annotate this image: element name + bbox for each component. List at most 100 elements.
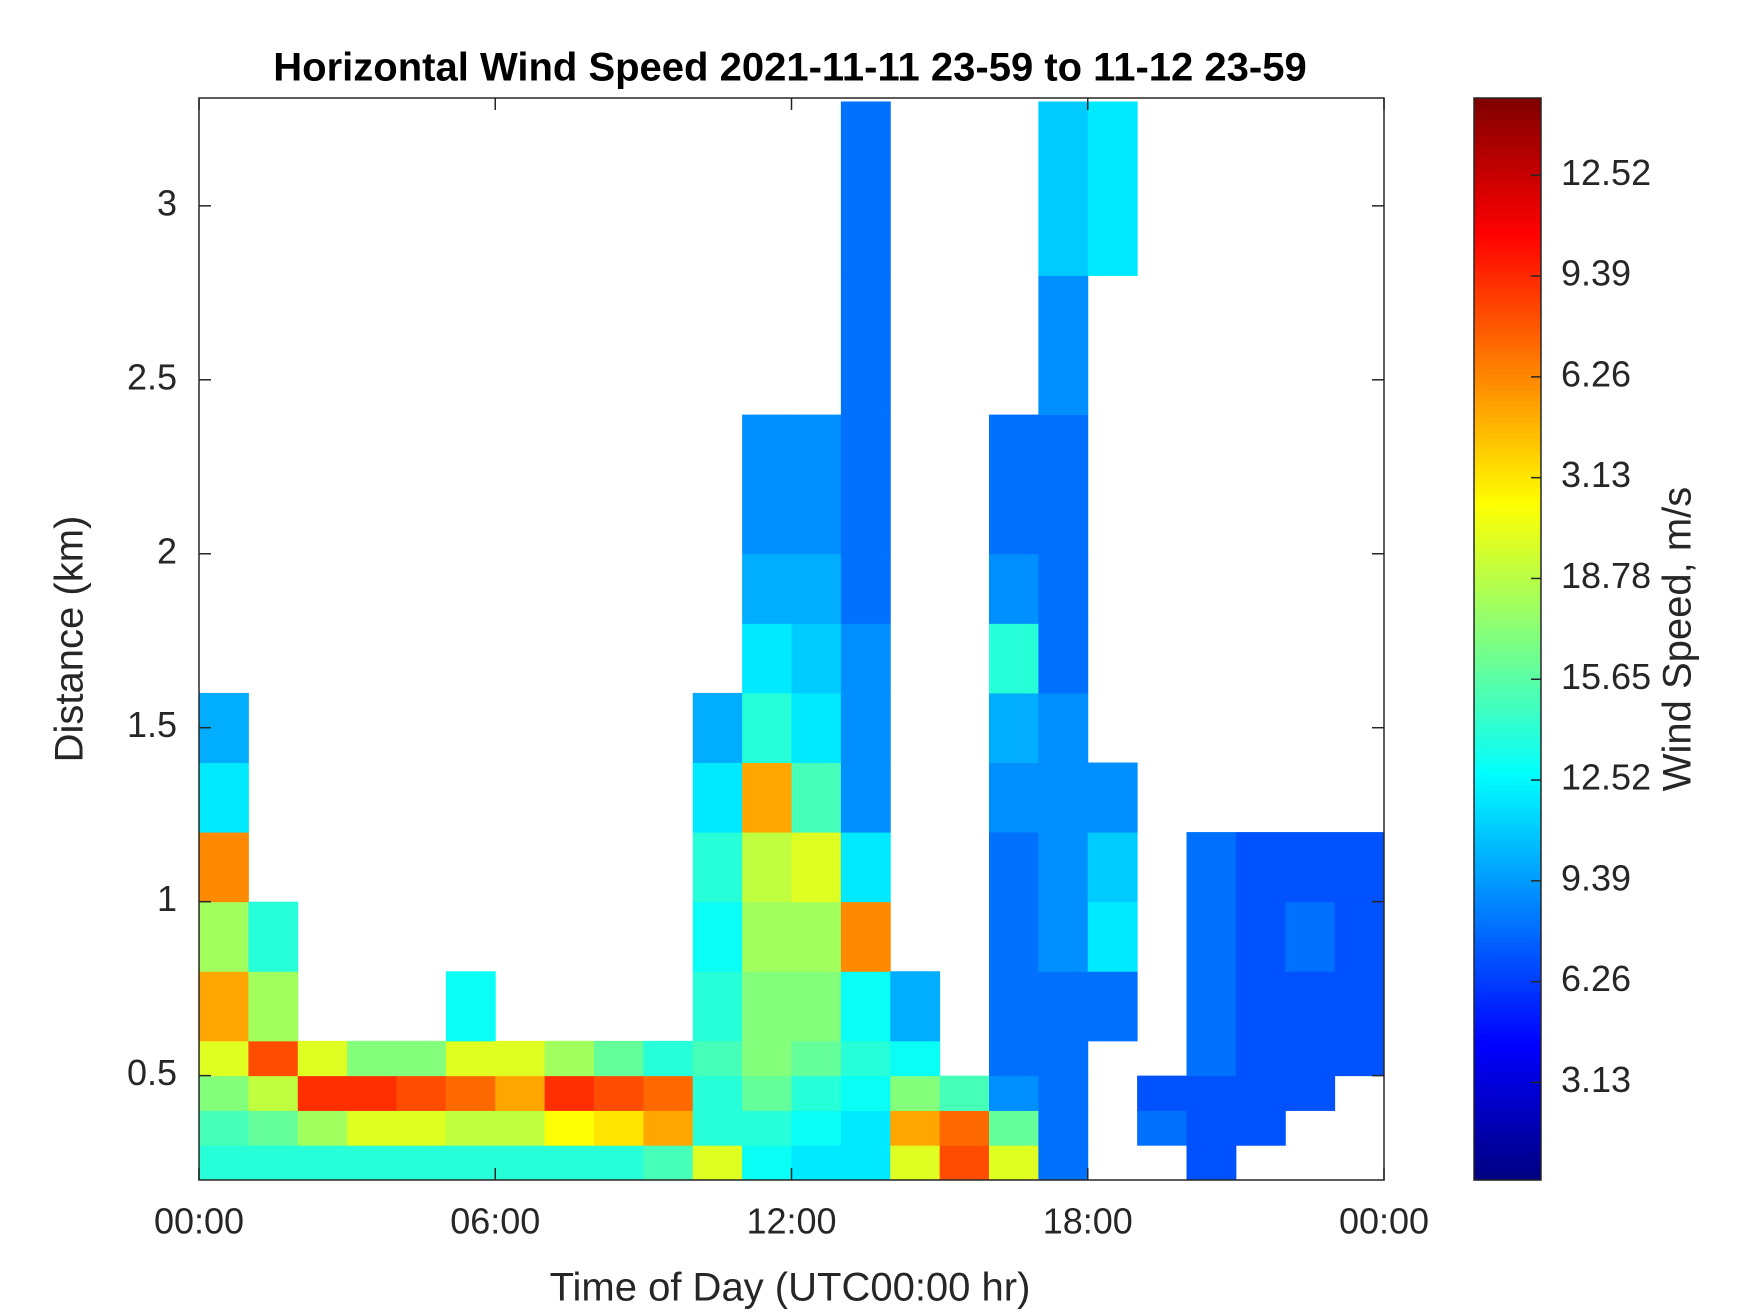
colorbar-slice (1474, 492, 1541, 499)
colorbar-slice (1474, 1142, 1541, 1149)
heatmap-cell (643, 1110, 694, 1146)
colorbar-slice (1474, 498, 1541, 505)
colorbar-slice (1474, 514, 1541, 521)
heatmap-cell (1235, 971, 1286, 1042)
colorbar-slice (1474, 693, 1541, 700)
colorbar-slice (1474, 974, 1541, 981)
heatmap-cell (495, 1110, 546, 1146)
colorbar-slice (1474, 736, 1541, 743)
heatmap-cell (445, 1145, 496, 1181)
colorbar-slice (1474, 768, 1541, 775)
colorbar-slice (1474, 287, 1541, 294)
colorbar-slice (1474, 752, 1541, 759)
colorbar-slice (1474, 146, 1541, 153)
y-tick-label: 3 (157, 182, 177, 223)
colorbar-slice (1474, 417, 1541, 424)
heatmap-cell (199, 1075, 249, 1111)
heatmap-cell (840, 1040, 891, 1077)
colorbar-slice (1474, 990, 1541, 997)
heatmap-cell (791, 553, 842, 624)
heatmap-cell (890, 1110, 941, 1146)
y-tick-label: 2.5 (127, 356, 177, 397)
heatmap-cell (248, 1075, 299, 1111)
colorbar-slice (1474, 130, 1541, 137)
colorbar-slice (1474, 254, 1541, 261)
heatmap-cell (840, 623, 891, 694)
colorbar-slice (1474, 1088, 1541, 1095)
colorbar-slice (1474, 346, 1541, 353)
colorbar-slice (1474, 790, 1541, 797)
heatmap-cell (1186, 832, 1237, 903)
colorbar-slice (1474, 206, 1541, 213)
heatmap-cell (840, 692, 891, 764)
colorbar-slice (1474, 703, 1541, 710)
heatmap-cell (1087, 832, 1138, 903)
y-axis-label: Distance (km) (48, 516, 92, 763)
colorbar-slice (1474, 822, 1541, 829)
colorbar-slice (1474, 574, 1541, 581)
heatmap-cell (199, 971, 249, 1042)
colorbar-slice (1474, 157, 1541, 164)
heatmap-cell (1137, 1110, 1187, 1146)
colorbar-slice (1474, 849, 1541, 856)
heatmap-cell (791, 762, 842, 833)
colorbar-slice (1474, 649, 1541, 656)
heatmap-cell (890, 1075, 941, 1111)
colorbar-slice (1474, 941, 1541, 948)
heatmap-cell (396, 1145, 447, 1181)
heatmap-cell (989, 832, 1039, 903)
heatmap-cell (742, 1040, 792, 1077)
colorbar-slice (1474, 352, 1541, 359)
x-tick-label: 00:00 (154, 1201, 244, 1242)
colorbar-slice (1474, 931, 1541, 938)
heatmap-cell (742, 901, 792, 972)
heatmap-cell (989, 623, 1039, 694)
colorbar-box (1473, 97, 1542, 1181)
heatmap-cell (742, 1110, 792, 1146)
heatmap-cell (989, 1110, 1039, 1146)
heatmap-cell (495, 1145, 546, 1181)
y-tick-label: 1 (157, 878, 177, 919)
heatmap-cell (199, 1040, 249, 1077)
colorbar-slice (1474, 292, 1541, 299)
colorbar-slice (1474, 233, 1541, 240)
colorbar-slice (1474, 969, 1541, 976)
heatmap-cell (347, 1040, 397, 1077)
colorbar-slice (1474, 303, 1541, 310)
heatmap-cell (791, 901, 842, 972)
colorbar-slice (1474, 541, 1541, 548)
colorbar-slice (1474, 779, 1541, 786)
colorbar-slice (1474, 125, 1541, 132)
heatmap-cell (1285, 971, 1336, 1042)
heatmap-cell (1235, 1040, 1286, 1077)
colorbar-slice (1474, 1071, 1541, 1078)
heatmap-cell (1038, 414, 1089, 555)
colorbar-slice (1474, 666, 1541, 673)
heatmap-cell (347, 1145, 397, 1181)
heatmap-cell (248, 1110, 299, 1146)
heatmap-cell (347, 1110, 397, 1146)
heatmap-cell (840, 1145, 891, 1181)
colorbar-slice (1474, 465, 1541, 472)
heatmap-cell (1235, 1075, 1286, 1111)
heatmap-cell (1087, 971, 1138, 1042)
heatmap-cell (692, 692, 743, 764)
heatmap-cell (791, 832, 842, 903)
heatmap-cell (544, 1145, 595, 1181)
heatmap-cell (396, 1110, 447, 1146)
heatmap-cell (347, 1075, 397, 1111)
heatmap-cell (989, 1040, 1039, 1077)
colorbar-slice (1474, 557, 1541, 564)
heatmap-cell (791, 1075, 842, 1111)
colorbar-slice (1474, 1028, 1541, 1035)
heatmap-cell (791, 1145, 842, 1181)
colorbar-slice (1474, 227, 1541, 234)
colorbar-slice (1474, 866, 1541, 873)
colorbar-slice (1474, 584, 1541, 591)
colorbar-slice (1474, 1158, 1541, 1165)
colorbar-slice (1474, 471, 1541, 478)
colorbar-slice (1474, 525, 1541, 532)
heatmap-cell (692, 971, 743, 1042)
colorbar-slice (1474, 812, 1541, 819)
